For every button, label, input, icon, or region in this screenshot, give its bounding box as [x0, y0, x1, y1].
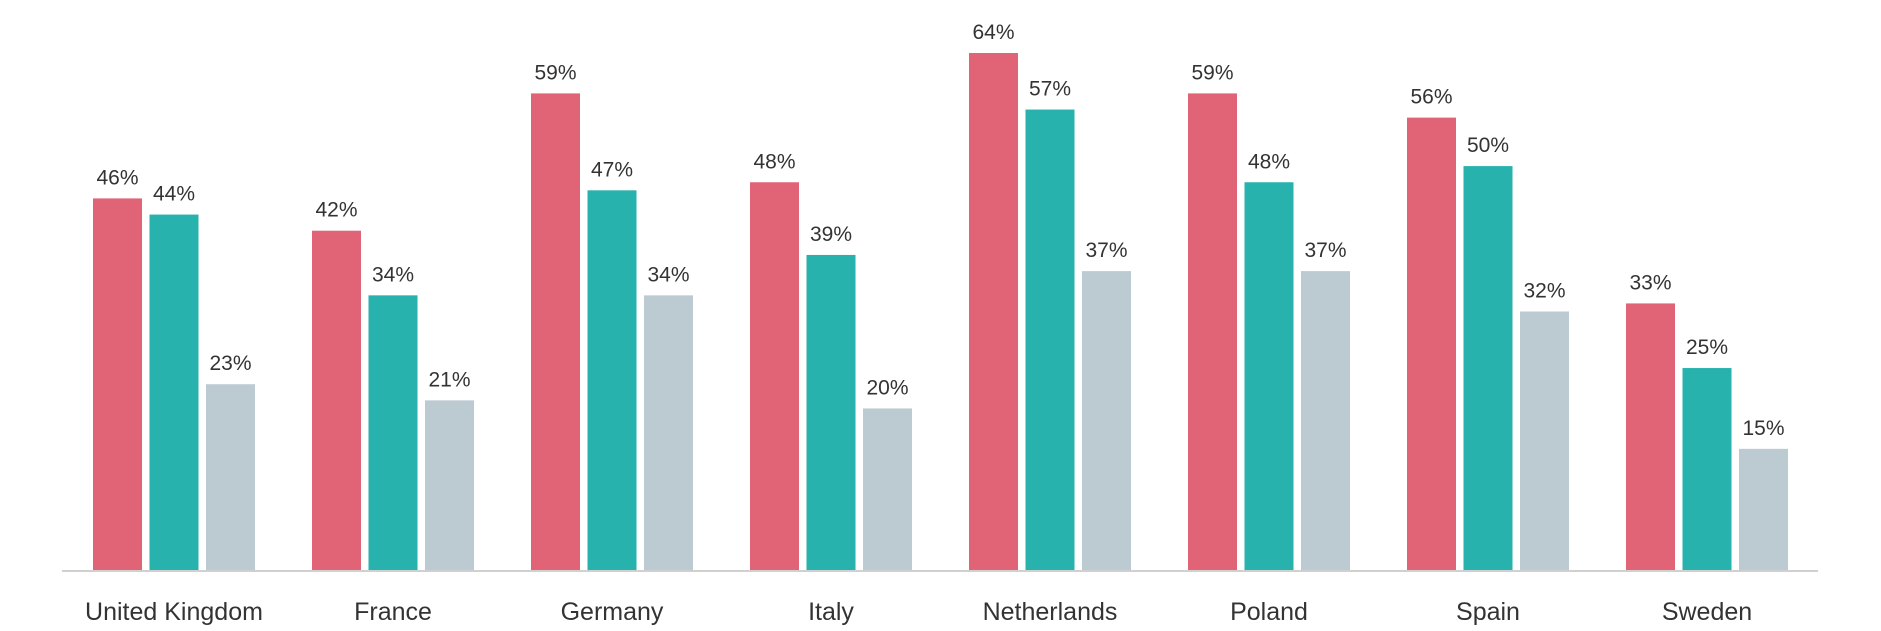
value-label: 47%: [591, 158, 633, 181]
bar-united-kingdom-series-3: [206, 384, 255, 570]
bars-layer: [93, 53, 1788, 570]
value-label: 48%: [1248, 150, 1290, 173]
bar-france-series-2: [368, 295, 418, 570]
value-label: 59%: [534, 61, 576, 84]
value-label: 37%: [1304, 239, 1346, 262]
value-label: 25%: [1686, 336, 1728, 359]
category-label-spain: Spain: [1456, 598, 1520, 626]
bar-united-kingdom-series-1: [93, 198, 142, 570]
value-label: 59%: [1191, 61, 1233, 84]
bar-spain-series-2: [1463, 166, 1513, 570]
value-label: 48%: [753, 150, 795, 173]
value-label: 39%: [810, 223, 852, 246]
category-label-sweden: Sweden: [1662, 598, 1752, 626]
value-label: 23%: [209, 352, 251, 375]
value-label: 64%: [972, 21, 1014, 44]
value-label: 32%: [1523, 280, 1565, 303]
bar-italy-series-2: [806, 254, 856, 570]
bar-sweden-series-2: [1682, 368, 1732, 570]
value-label: 57%: [1029, 78, 1071, 101]
bar-sweden-series-3: [1739, 448, 1788, 570]
value-label: 21%: [428, 368, 470, 391]
category-label-netherlands: Netherlands: [983, 598, 1118, 626]
bar-netherlands-series-1: [969, 53, 1018, 570]
category-label-france: France: [354, 598, 432, 626]
bar-france-series-1: [312, 230, 361, 570]
bar-poland-series-1: [1188, 93, 1237, 570]
bar-poland-series-2: [1244, 182, 1294, 570]
bar-poland-series-3: [1301, 271, 1350, 570]
category-label-italy: Italy: [808, 598, 854, 626]
value-label: 33%: [1629, 271, 1671, 294]
value-labels-layer: 46% 44% 23% 42% 34% 21% 59% 47% 34% 48% 39% 20% 64% 5…: [96, 21, 1784, 440]
value-label: 56%: [1410, 86, 1452, 109]
bar-netherlands-series-3: [1082, 271, 1131, 570]
category-label-germany: Germany: [561, 598, 664, 626]
value-label: 34%: [647, 263, 689, 286]
category-label-poland: Poland: [1230, 598, 1308, 626]
value-label: 46%: [96, 166, 138, 189]
bar-united-kingdom-series-2: [149, 214, 199, 570]
bar-spain-series-1: [1407, 117, 1456, 570]
value-label: 42%: [315, 199, 357, 222]
value-label: 20%: [866, 376, 908, 399]
value-label: 50%: [1467, 134, 1509, 157]
value-label: 34%: [372, 263, 414, 286]
category-labels-layer: United Kingdom France Germany Italy Netherla…: [85, 598, 1752, 626]
value-label: 15%: [1742, 417, 1784, 440]
bar-netherlands-series-2: [1025, 109, 1075, 570]
bar-france-series-3: [425, 400, 474, 570]
bar-italy-series-1: [750, 182, 799, 570]
bar-germany-series-2: [587, 190, 637, 570]
value-label: 37%: [1085, 239, 1127, 262]
bar-italy-series-3: [863, 408, 912, 570]
bar-germany-series-3: [644, 295, 693, 570]
category-label-united-kingdom: United Kingdom: [85, 598, 263, 626]
bar-sweden-series-1: [1626, 303, 1675, 570]
bar-spain-series-3: [1520, 311, 1569, 570]
bar-germany-series-1: [531, 93, 580, 570]
value-label: 44%: [153, 183, 195, 206]
